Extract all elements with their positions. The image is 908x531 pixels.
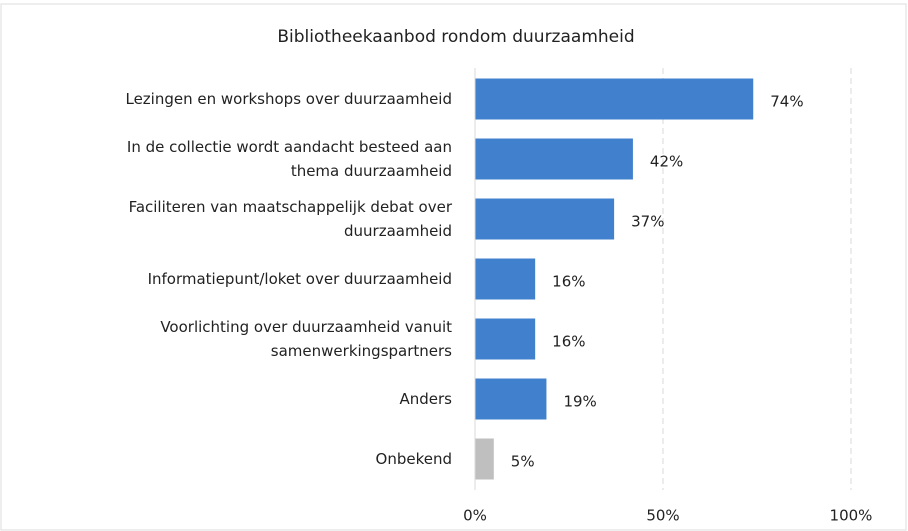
y-tick-label-line: samenwerkingspartners [271,342,452,360]
bar [475,198,615,240]
value-label: 74% [770,93,803,111]
y-tick-label-line: Anders [400,390,453,408]
chart-title: Bibliotheekaanbod rondom duurzaamheid [277,27,634,47]
y-tick-label-line: In de collectie wordt aandacht besteed a… [127,138,452,156]
y-tick-label: Faciliteren van maatschappelijk debat ov… [129,198,453,240]
bar [475,138,633,180]
bar [475,318,536,360]
bar [475,438,494,480]
x-tick-label: 100% [830,507,873,525]
value-label: 42% [650,153,683,171]
y-tick-label: Informatiepunt/loket over duurzaamheid [148,270,452,288]
y-tick-label: Lezingen en workshops over duurzaamheid [125,90,452,108]
value-label: 16% [552,333,585,351]
bar [475,78,754,120]
value-label: 19% [563,393,596,411]
value-label: 5% [511,453,535,471]
y-tick-label: In de collectie wordt aandacht besteed a… [127,138,452,180]
y-tick-label: Onbekend [376,450,452,468]
x-tick-label: 0% [463,507,487,525]
value-label: 16% [552,273,585,291]
value-label: 37% [631,213,664,231]
y-tick-label: Anders [400,390,453,408]
bar [475,258,536,300]
chart-frame [0,3,907,531]
y-tick-label-line: Onbekend [376,450,452,468]
y-tick-label-line: Informatiepunt/loket over duurzaamheid [148,270,452,288]
y-tick-label-line: duurzaamheid [344,222,452,240]
y-tick-label: Voorlichting over duurzaamheid vanuit sam… [160,318,452,360]
y-tick-label-line: thema duurzaamheid [291,162,452,180]
y-tick-label-line: Voorlichting over duurzaamheid vanuit [160,318,452,336]
y-tick-label-line: Faciliteren van maatschappelijk debat ov… [129,198,453,216]
y-tick-label-line: Lezingen en workshops over duurzaamheid [125,90,452,108]
bar [475,378,547,420]
x-tick-label: 50% [646,507,679,525]
